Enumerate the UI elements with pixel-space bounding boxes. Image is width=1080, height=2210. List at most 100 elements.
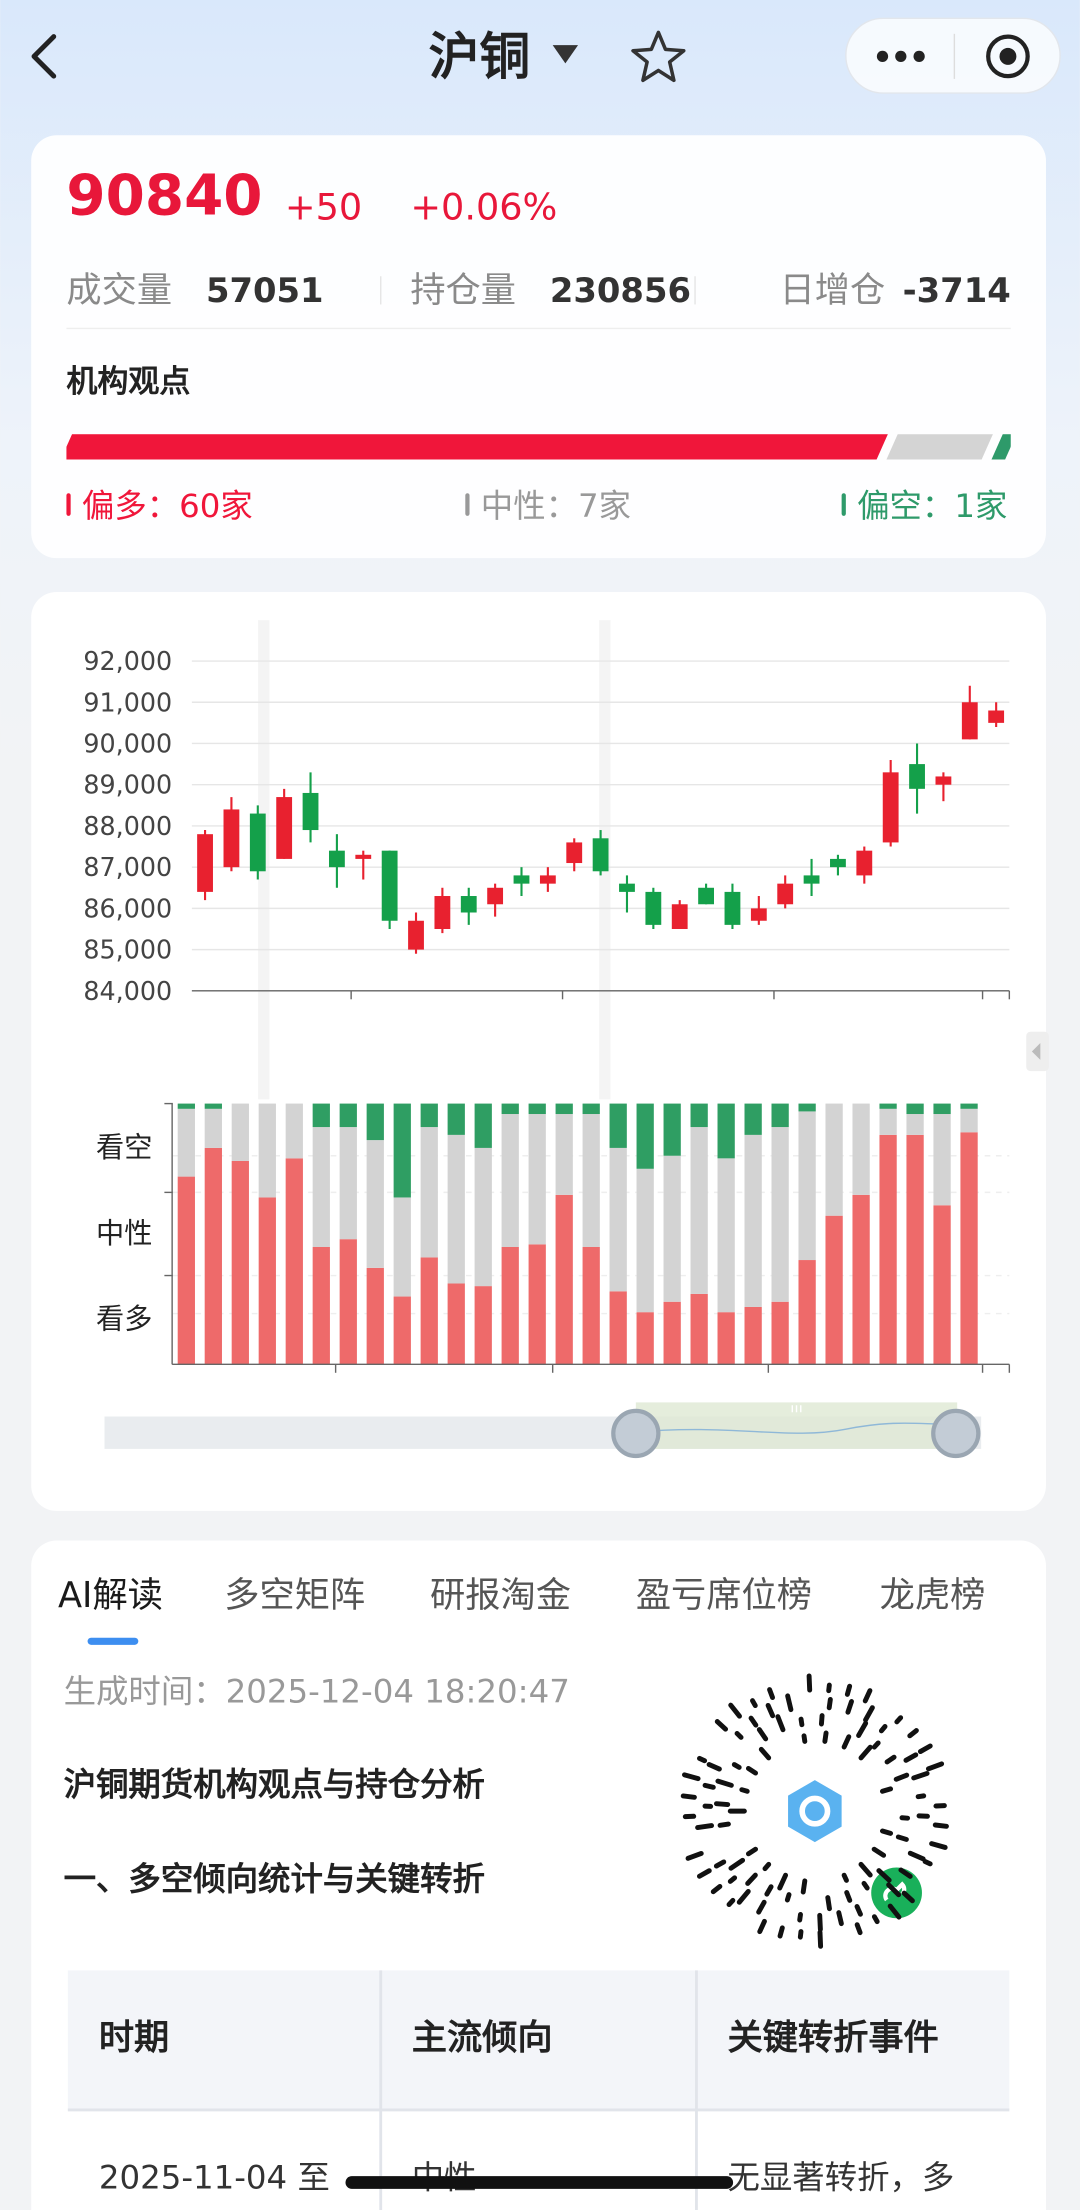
qr-dash (907, 1850, 926, 1862)
qr-dash (858, 1861, 873, 1878)
more-button[interactable] (876, 50, 925, 63)
qr-code (680, 1673, 949, 1949)
stat-label: 成交量 (66, 270, 172, 311)
candle-body (803, 875, 820, 884)
legend-item: 偏多：60家 (82, 487, 253, 525)
bar-segment (339, 1239, 357, 1365)
legend-value: 1家 (954, 487, 1007, 525)
bar-segment (933, 1205, 951, 1365)
qr-dash (871, 1740, 881, 1750)
table-header: 关键转折事件 (727, 2018, 938, 2059)
qr-dash (745, 1846, 759, 1857)
bar-segment (258, 1197, 276, 1365)
favorite-star[interactable] (631, 30, 686, 83)
bar-segment (852, 1103, 870, 1195)
bar-segment (501, 1247, 519, 1365)
bar-segment (339, 1127, 357, 1240)
qr-dash (861, 1880, 870, 1891)
qr-dash (871, 1846, 887, 1858)
legend-name: 偏多： (82, 487, 179, 525)
candle-body (988, 710, 1005, 723)
bar-segment (609, 1103, 627, 1148)
qr-dash (765, 1702, 776, 1719)
bar-segment (231, 1160, 249, 1365)
bar-segment (690, 1103, 708, 1128)
qr-dash (893, 1772, 910, 1782)
qr-dash (758, 1746, 772, 1761)
candle-body (381, 850, 398, 921)
bar-segment (663, 1103, 681, 1156)
qr-dash (825, 1895, 832, 1912)
qr-dash (886, 1882, 902, 1898)
y-category-label: 中性 (96, 1217, 152, 1250)
qr-dash (818, 1713, 825, 1727)
back-button[interactable] (31, 34, 57, 79)
candle-body (777, 883, 794, 905)
y-tick-label: 88,000 (83, 811, 172, 841)
report-section: 一、多空倾向统计与关键转折 (64, 1860, 485, 1898)
tab[interactable]: 龙虎榜 (880, 1575, 986, 1616)
tab[interactable]: 研报淘金 (430, 1575, 571, 1616)
bar-segment (447, 1103, 465, 1135)
stat-value: 57051 (206, 271, 324, 310)
bar-segment (528, 1114, 546, 1245)
qr-dash (736, 1888, 751, 1905)
qr-dash (862, 1688, 873, 1704)
bar-segment (960, 1108, 978, 1133)
range-slider[interactable] (104, 1402, 982, 1459)
qr-dash (715, 1778, 734, 1788)
bar-segment (744, 1103, 762, 1135)
qr-dash (925, 1761, 945, 1772)
qr-dash (915, 1793, 927, 1800)
bar-segment (879, 1108, 897, 1135)
qr-dash (876, 1868, 892, 1883)
bar-segment (906, 1114, 924, 1135)
bar-segment (636, 1168, 654, 1313)
bar-segment (582, 1114, 600, 1248)
candle-body (592, 838, 609, 872)
candle-body (698, 887, 714, 905)
candle-body (935, 776, 952, 785)
table-header: 时期 (99, 2018, 169, 2059)
qr-dash (727, 1875, 738, 1884)
bar-segment (798, 1260, 816, 1365)
tab[interactable]: 多空矩阵 (224, 1575, 365, 1616)
qr-dash (822, 1730, 829, 1744)
qr-dash (817, 1929, 824, 1949)
dropdown-arrow[interactable] (552, 45, 579, 64)
bar-segment (582, 1103, 600, 1115)
qr-dash (826, 1682, 832, 1694)
qr-dash (696, 1868, 712, 1879)
price: 90840 (66, 163, 262, 228)
bar-segment (501, 1114, 519, 1248)
candle-body (302, 792, 319, 831)
qr-dash (713, 1801, 731, 1807)
tab[interactable]: 盈亏席位榜 (636, 1575, 812, 1616)
qr-dash (680, 1793, 697, 1800)
sentiment-bar (66, 434, 1011, 460)
candle-body (671, 904, 688, 929)
qr-dash (682, 1772, 701, 1782)
qr-dash (775, 1714, 786, 1733)
qr-dash (879, 1828, 894, 1836)
bar-segment (204, 1147, 222, 1365)
candle-body (882, 772, 899, 843)
qr-dash (748, 1715, 759, 1728)
qr-dash (932, 1822, 949, 1829)
bar-segment (528, 1103, 546, 1115)
tab[interactable]: AI解读 (58, 1575, 163, 1616)
table-cell: 2025-11-04 至 (99, 2159, 330, 2197)
bar-segment (663, 1301, 681, 1365)
bar-segment (501, 1103, 519, 1115)
bar-segment (960, 1103, 978, 1109)
candle-body (408, 920, 424, 950)
qr-dash (806, 1673, 813, 1693)
qr-dash (801, 1733, 808, 1744)
legend-name: 偏空： (857, 487, 954, 525)
stat-label: 日增仓 (780, 270, 886, 311)
qr-dash (713, 1859, 727, 1869)
qr-dash (845, 1699, 854, 1715)
bar-segment (798, 1103, 816, 1112)
close-button[interactable] (986, 34, 1030, 79)
